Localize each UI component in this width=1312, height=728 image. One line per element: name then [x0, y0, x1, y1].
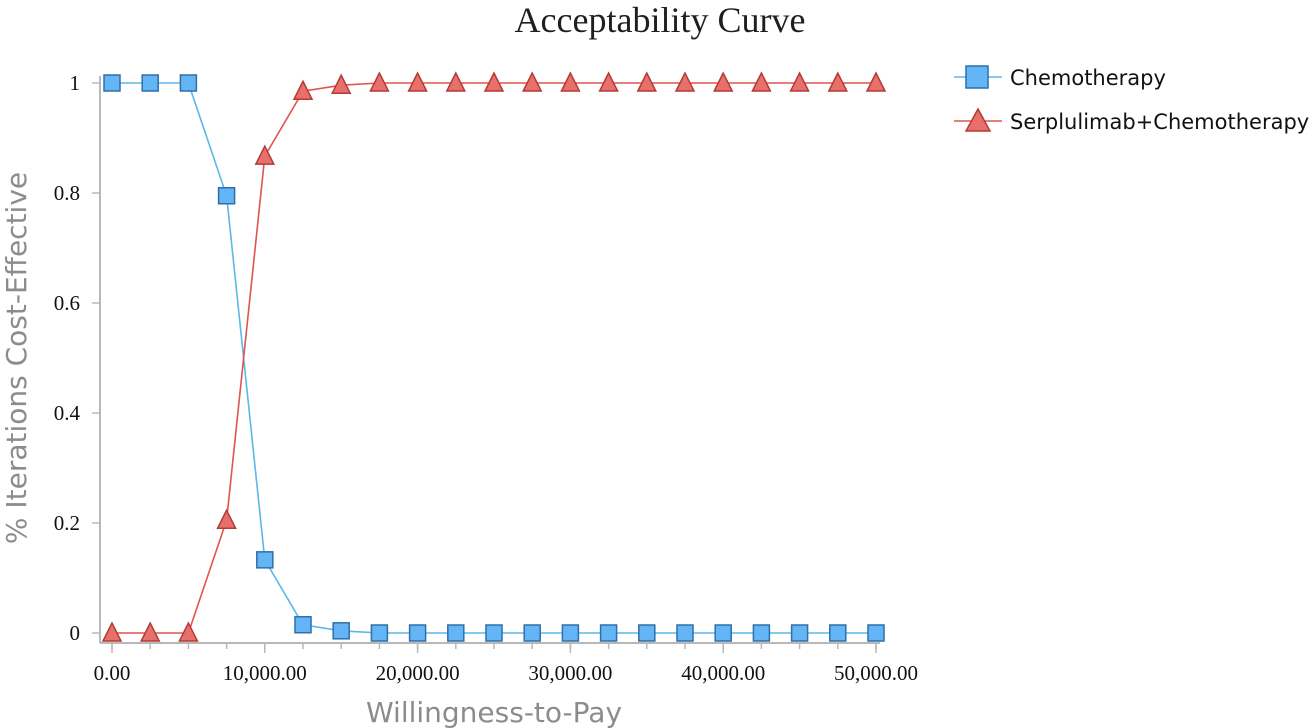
data-point	[867, 624, 885, 642]
data-point	[752, 624, 771, 642]
data-point	[101, 621, 123, 642]
data-point	[254, 144, 276, 165]
data-point	[598, 71, 619, 92]
data-point	[714, 624, 732, 642]
series-serplulimab-chemotherapy	[101, 71, 887, 642]
x-axis-title: Willingness-to-Pay	[366, 696, 622, 728]
data-point	[483, 71, 505, 92]
legend-label: Chemotherapy	[1010, 66, 1166, 90]
data-point	[676, 624, 694, 642]
data-point	[790, 624, 809, 642]
series-line	[112, 82, 876, 634]
data-point	[865, 71, 887, 92]
data-point	[712, 71, 734, 92]
data-point	[560, 71, 581, 92]
data-point	[636, 71, 658, 92]
legend-square-marker	[965, 65, 989, 89]
series-chemotherapy	[103, 74, 885, 642]
data-point	[447, 624, 465, 642]
data-point	[369, 71, 390, 92]
y-tick-label: 0.2	[54, 511, 80, 535]
data-point	[407, 71, 428, 92]
data-point	[370, 624, 389, 642]
legend-item: Serplulimab+Chemotherapy	[954, 107, 1309, 134]
data-point	[217, 187, 236, 205]
series-layer	[101, 71, 887, 642]
data-point	[179, 74, 198, 92]
data-point	[332, 622, 350, 640]
data-point	[561, 624, 580, 642]
axes: 0 0.2 0.4 0.6 0.8 1 0.00 10,000.00 20,000.00 30,0…	[54, 71, 918, 685]
data-point	[330, 73, 352, 94]
data-point	[638, 624, 656, 642]
data-point	[216, 508, 237, 529]
data-point	[827, 71, 849, 92]
y-tick-label: 1	[70, 71, 81, 95]
data-point	[674, 71, 696, 92]
data-point	[445, 71, 467, 92]
data-point	[292, 79, 314, 100]
legend-triangle-marker	[964, 107, 992, 132]
data-point	[599, 624, 618, 642]
data-point	[408, 624, 427, 642]
data-point	[751, 71, 772, 92]
data-point	[103, 74, 121, 92]
chart-title: Acceptability Curve	[515, 0, 806, 40]
data-point	[139, 621, 161, 642]
y-tick-label: 0.6	[54, 291, 80, 315]
y-axis-title: % Iterations Cost-Effective	[0, 172, 33, 544]
legend-label: Serplulimab+Chemotherapy	[1010, 110, 1309, 134]
legend: Chemotherapy Serplulimab+Chemotherapy	[954, 65, 1309, 134]
x-tick-label: 20,000.00	[376, 661, 460, 685]
data-point	[523, 624, 541, 642]
data-point	[789, 71, 810, 92]
x-tick-label: 30,000.00	[528, 661, 612, 685]
series-line	[112, 82, 876, 634]
x-tick-label: 40,000.00	[681, 661, 765, 685]
data-point	[485, 624, 503, 642]
y-tick-label: 0	[70, 621, 81, 645]
data-point	[521, 71, 543, 92]
data-point	[178, 621, 199, 642]
data-point	[294, 616, 312, 634]
data-point	[256, 551, 274, 569]
data-point	[141, 74, 159, 92]
x-tick-label: 10,000.00	[223, 661, 307, 685]
legend-item: Chemotherapy	[954, 65, 1166, 90]
x-tick-label: 0.00	[94, 661, 131, 685]
x-tick-label: 50,000.00	[834, 661, 918, 685]
data-point	[829, 624, 847, 642]
y-tick-label: 0.4	[54, 401, 81, 425]
y-tick-label: 0.8	[54, 181, 80, 205]
